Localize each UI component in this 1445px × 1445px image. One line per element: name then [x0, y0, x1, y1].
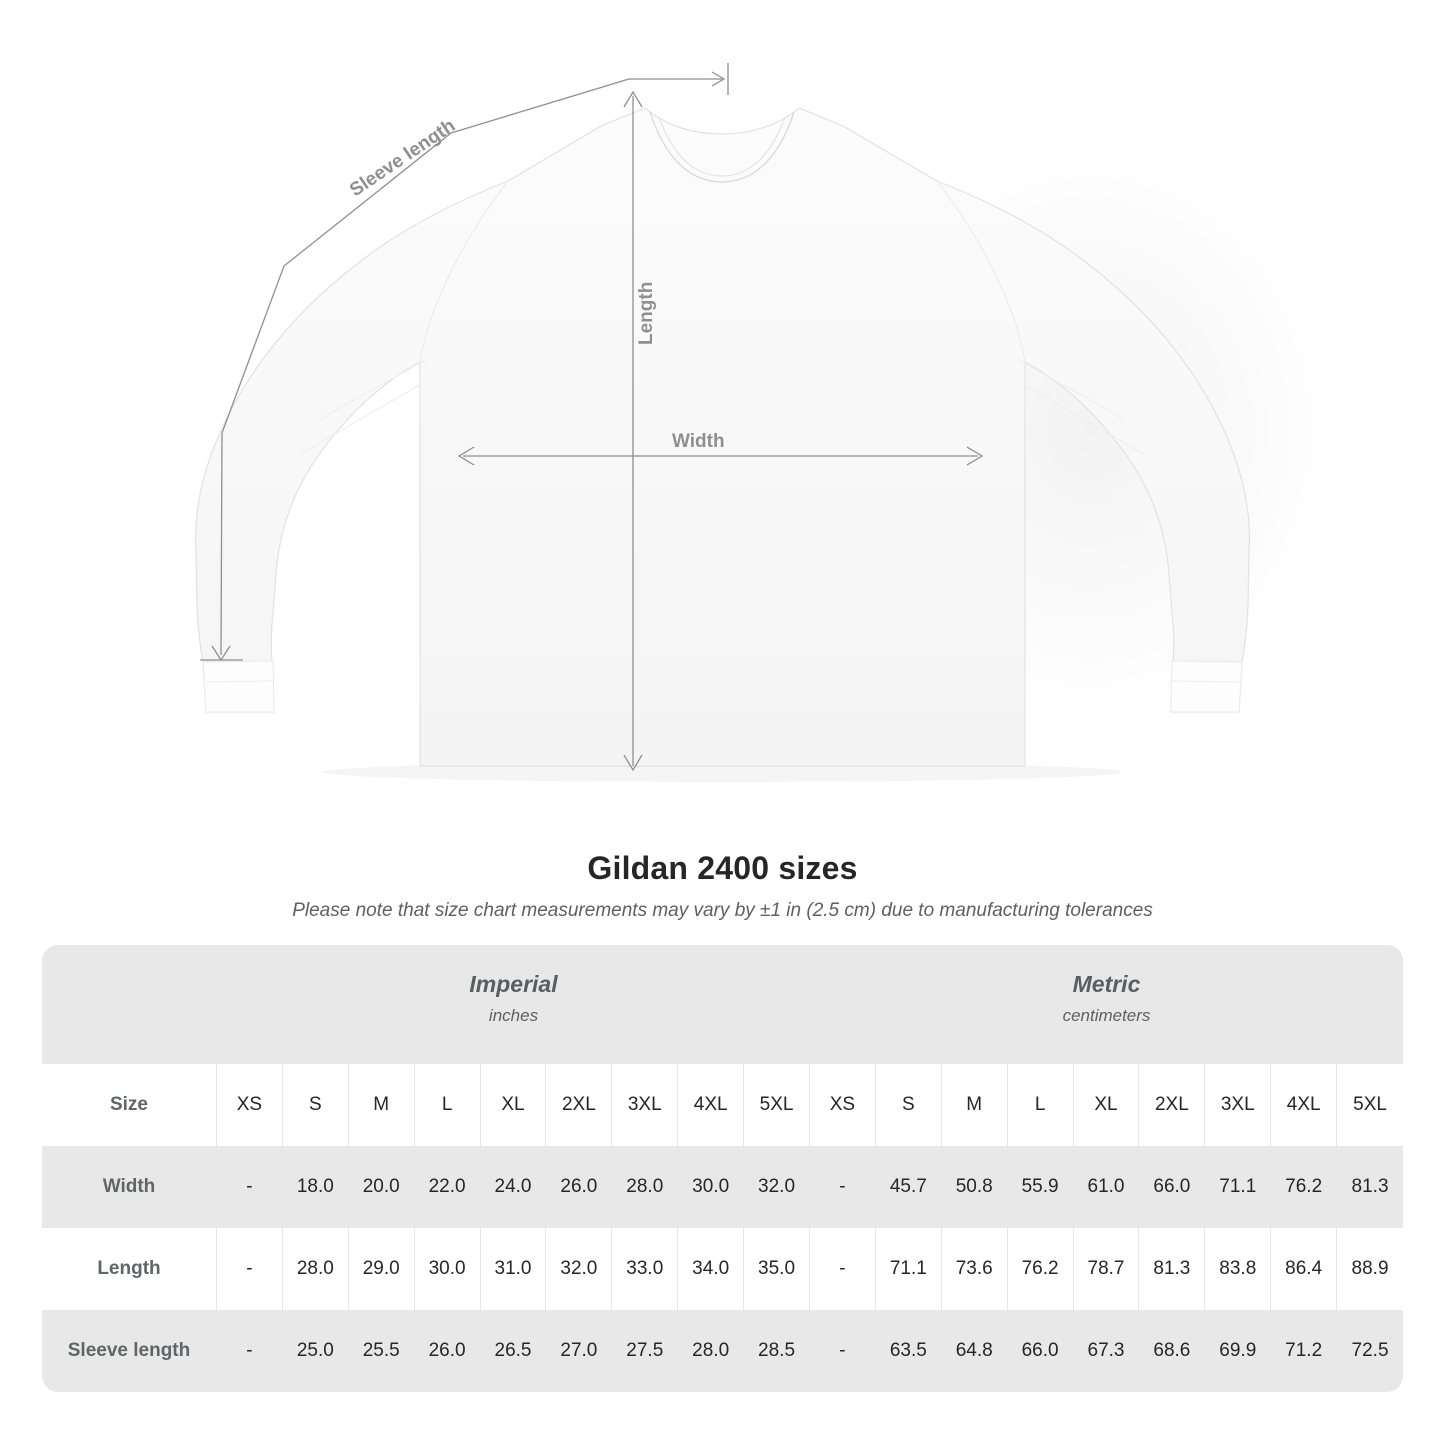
svg-text:Length: Length	[636, 282, 657, 345]
svg-text:Sleeve length: Sleeve length	[346, 115, 459, 201]
svg-text:Width: Width	[672, 431, 725, 452]
